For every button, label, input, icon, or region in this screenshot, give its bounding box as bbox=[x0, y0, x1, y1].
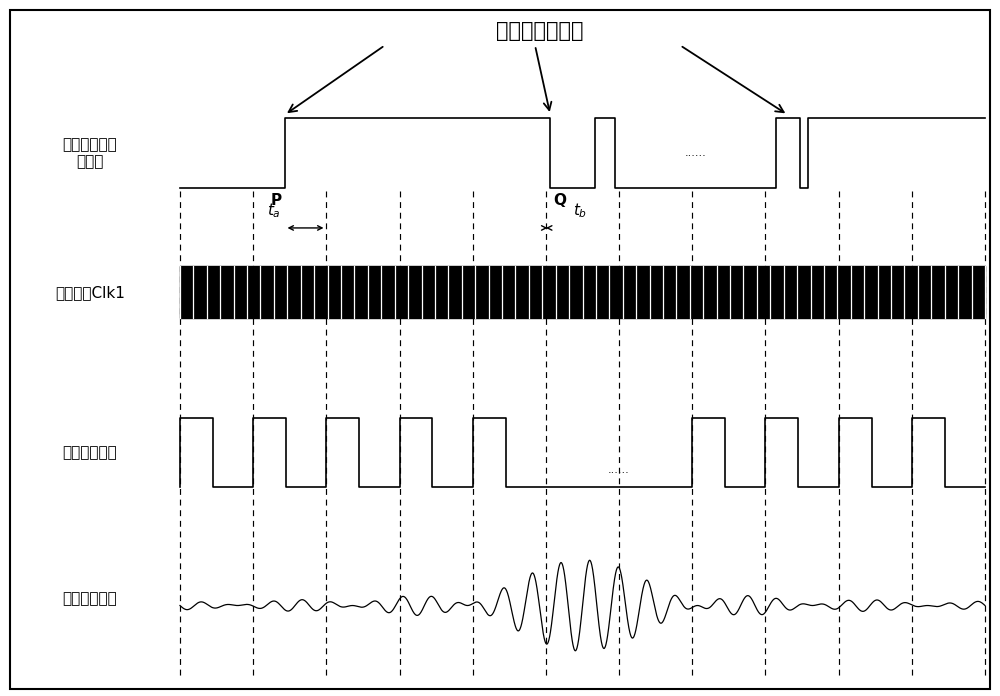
Bar bbox=[180, 267, 985, 319]
Text: ......: ...... bbox=[608, 465, 630, 475]
Text: 激光干涉过零
点脉冲: 激光干涉过零 点脉冲 bbox=[63, 137, 117, 169]
Text: P: P bbox=[271, 193, 282, 209]
Text: $t_b$: $t_b$ bbox=[573, 201, 587, 220]
Text: 高频时钟Clk1: 高频时钟Clk1 bbox=[55, 285, 125, 300]
Text: Q: Q bbox=[553, 193, 566, 209]
Text: 红外干涉信号: 红外干涉信号 bbox=[63, 591, 117, 606]
Text: 激光干涉过零点: 激光干涉过零点 bbox=[496, 22, 584, 41]
Text: ......: ...... bbox=[684, 148, 706, 158]
Text: $t_a$: $t_a$ bbox=[267, 201, 281, 220]
Text: 细分后子脉冲: 细分后子脉冲 bbox=[63, 445, 117, 460]
